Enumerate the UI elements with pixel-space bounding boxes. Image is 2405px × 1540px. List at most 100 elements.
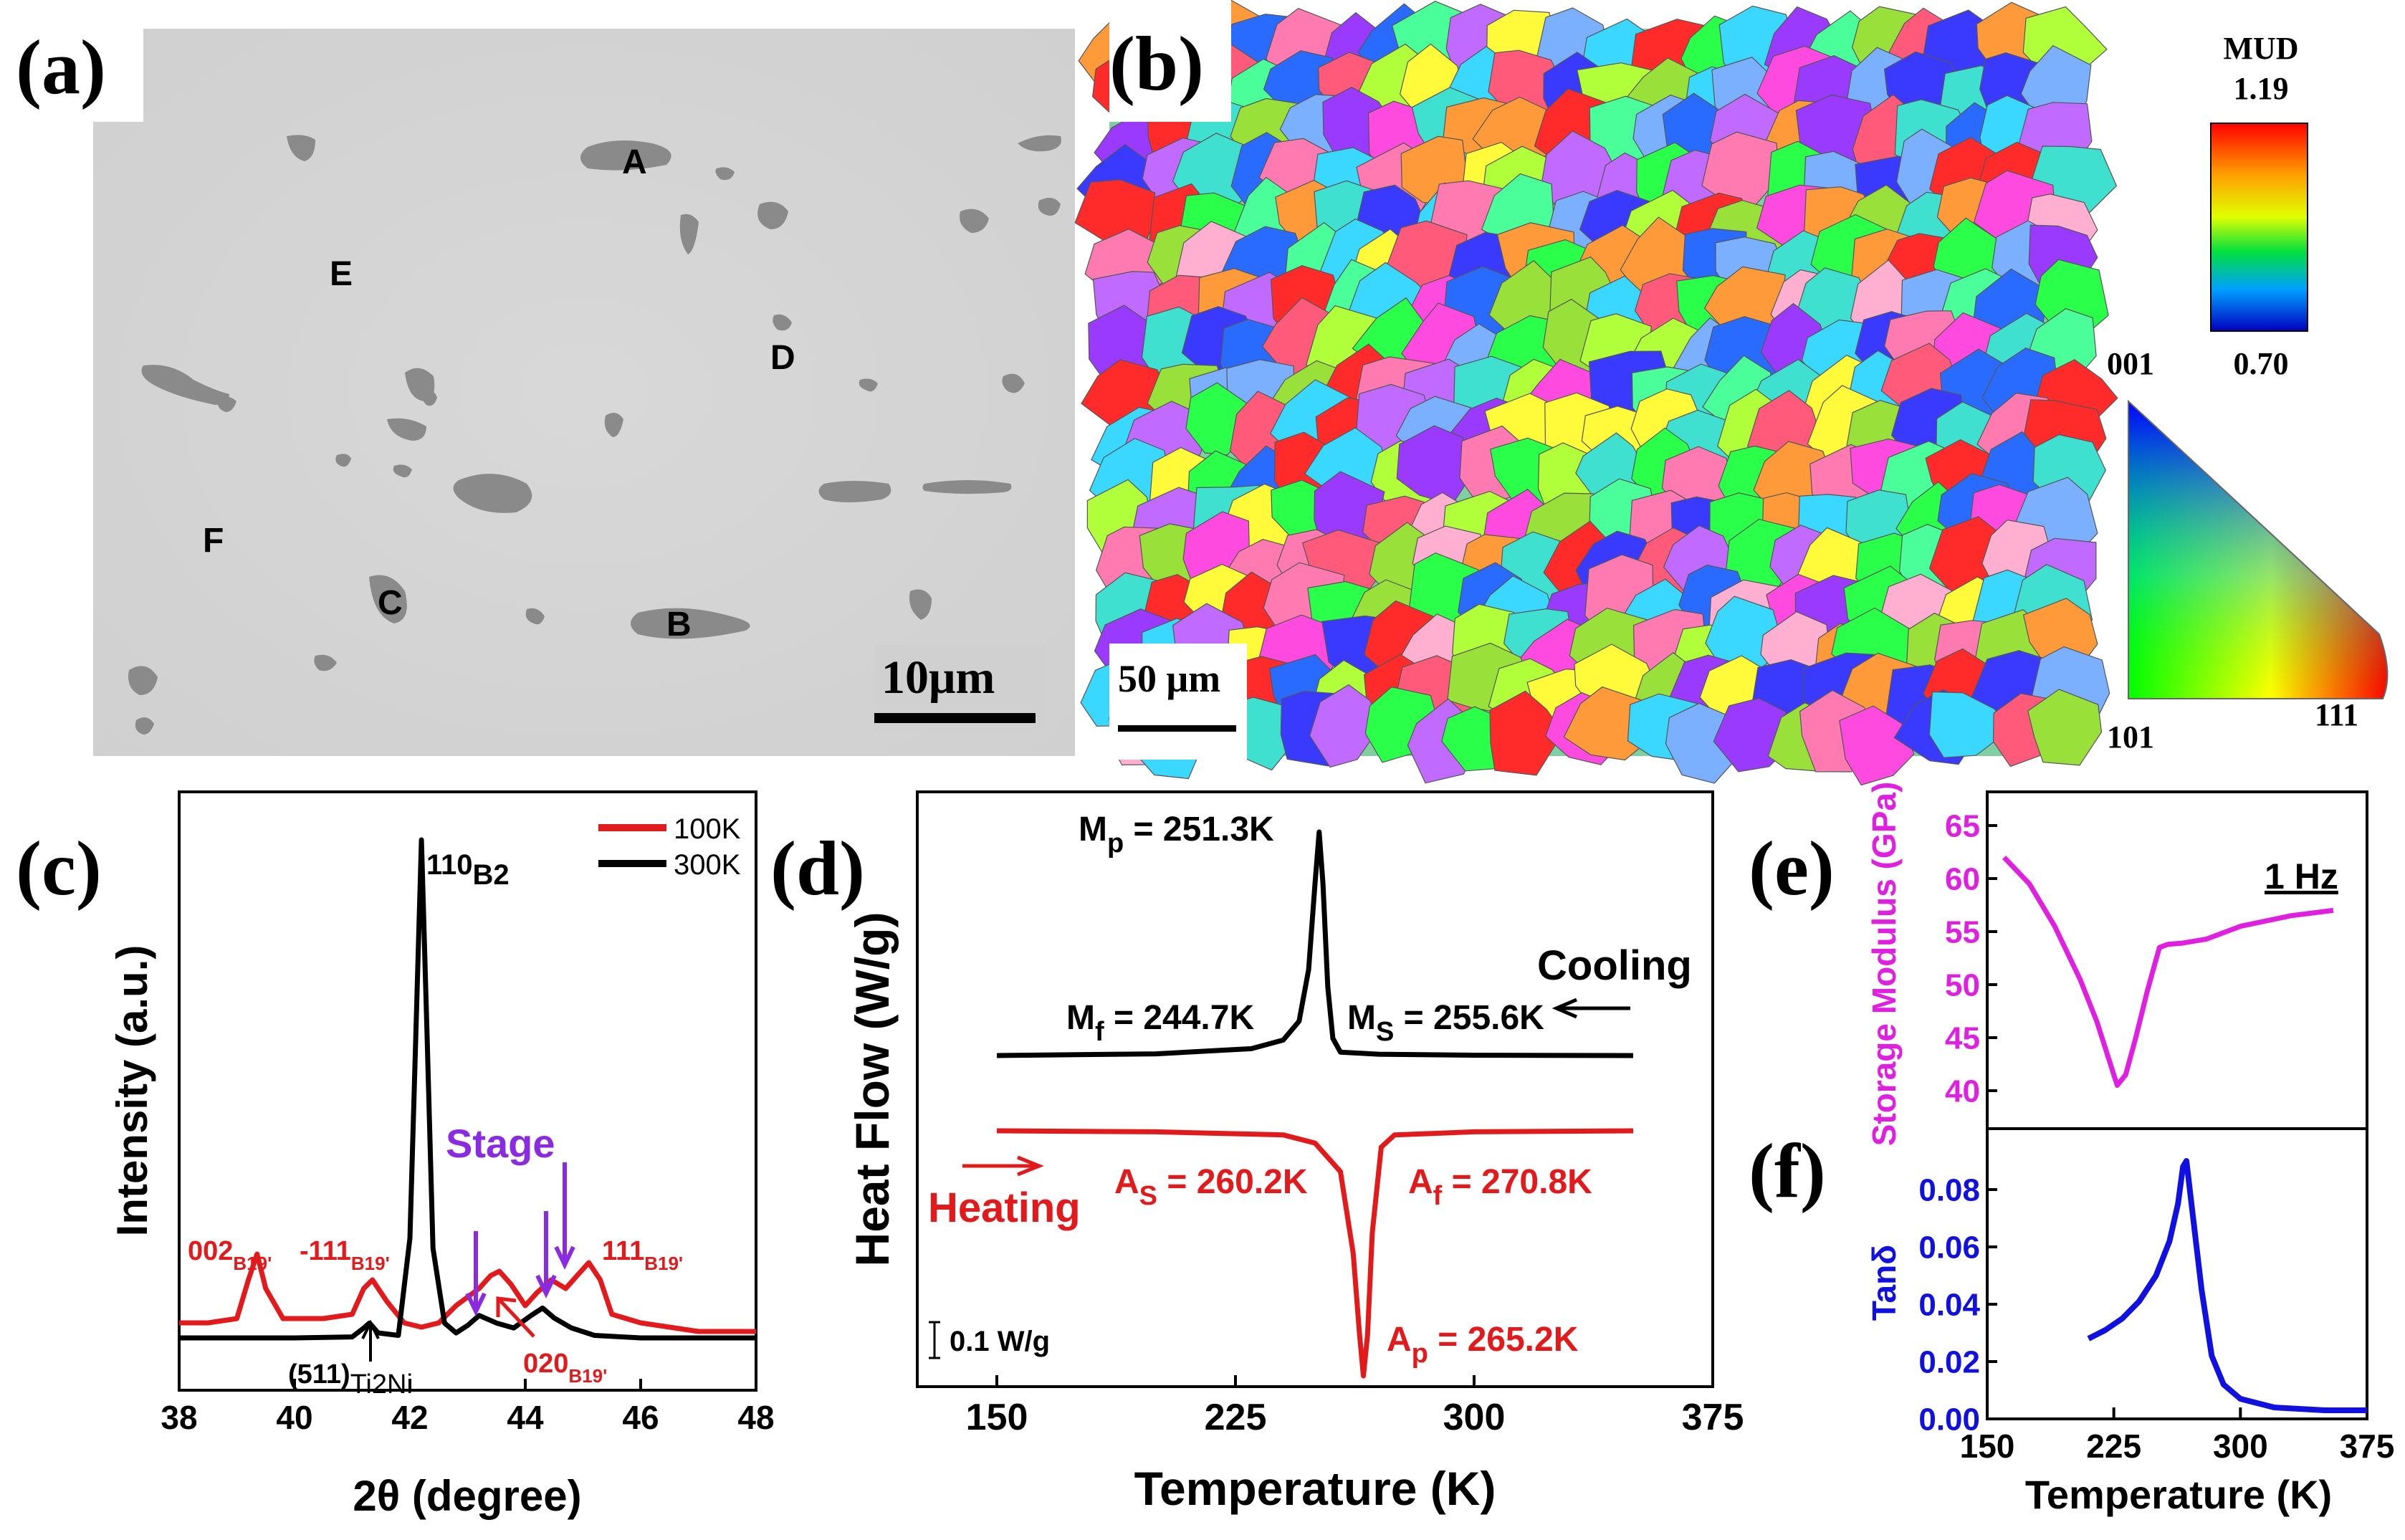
panel-d-dsc: (d) 150 225 300 375 Temperature (K) Heat Fl… [770,790,1744,1515]
peak-511-label: (511)Ti2Ni [288,1359,413,1400]
x-tick-label: 375 [2340,1427,2395,1465]
y-tick-label: 0.08 [1918,1172,1980,1207]
panel-label-b-bg [1109,0,1231,122]
x-tick-label: 40 [276,1399,312,1436]
region-label-f: F [203,522,224,560]
peak-020-arrow [496,1296,535,1338]
peak-111-label: 111B19' [602,1236,683,1274]
y-tick-label: 50 [1945,967,1980,1003]
y-tick-label: 0.00 [1918,1402,1980,1437]
mp-label: Mp = 251.3K [1079,810,1274,859]
dsc-xlabel: Temperature (K) [1134,1462,1496,1515]
y-tick-label: 0.04 [1918,1287,1980,1322]
scale-label-d: 0.1 W/g [950,1326,1050,1357]
ebsd-grain [2027,689,2103,766]
scalebar-label-b: 50 μm [1118,657,1220,700]
panel-label-a: (a) [16,25,106,110]
x-tick-label: 150 [966,1397,1028,1438]
xrd-ylabel: Intensity (a.u.) [108,945,156,1237]
legend-label-300k: 300K [674,849,741,881]
tan-axes [1986,1127,2368,1420]
modulus-axes [1986,790,2368,1130]
series-line-100k [179,1251,756,1334]
y-tick-label: 55 [1945,914,1980,950]
panel-label-f: (f) [1749,1129,1826,1214]
ipf-label-111: 111 [2315,697,2358,732]
cooling-label: Cooling [1537,942,1692,989]
stage-label: Stage [446,1121,555,1166]
panel-label-a-bg [0,0,143,122]
ap-label: Ap = 265.2K [1387,1321,1579,1369]
region-label-a: A [622,143,647,181]
region-label-d: D [770,339,795,377]
y-tick-label: 45 [1945,1020,1980,1056]
x-tick-label: 375 [1682,1397,1744,1438]
tan-ylabel: Tanδ [1865,1245,1903,1321]
mf-label: Mf = 244.7K [1066,999,1254,1047]
region-label-b: B [666,606,692,644]
dma-x-ticks: 150 225 300 375 [1960,1407,2395,1465]
x-tick-label: 225 [2086,1427,2141,1465]
series-line-cooling [996,829,1634,1058]
x-tick-label: 46 [622,1399,659,1436]
y-tick-label: 0.06 [1918,1230,1980,1265]
ebsd-grain [1309,684,1382,768]
freq-label: 1 Hz [2265,856,2338,896]
y-tick-label: 65 [1945,808,1980,843]
legend-label-100k: 100K [674,813,741,845]
ebsd-grain [1928,691,2012,758]
ms-label: MS = 255.6K [1347,999,1544,1047]
ebsd-grain [1839,705,1915,786]
af-label: Af = 270.8K [1408,1163,1592,1211]
x-tick-label: 225 [1205,1397,1267,1438]
mud-min: 0.70 [2234,346,2289,381]
region-label-e: E [330,255,353,293]
dsc-ylabel: Heat Flow (W/g) [846,912,899,1267]
scale-bar-d [929,1321,940,1359]
xrd-axes [178,790,757,1392]
modulus-series [2002,855,2334,1089]
ebsd-grain [1563,686,1649,761]
xrd-x-ticks: 38 40 42 44 46 48 [161,1379,775,1436]
peak-m111-label: -111B19' [300,1236,390,1274]
peak-020-label: 020B19' [523,1349,607,1387]
x-tick-label: 38 [161,1399,197,1436]
dsc-series [996,829,1634,1379]
series-line-heating [996,1128,1634,1379]
cooling-arrow [1551,998,1630,1019]
xrd-arrows [361,1162,575,1362]
x-tick-label: 42 [391,1399,428,1436]
sem-background [93,29,1075,756]
series-line-modulus [2002,855,2334,1089]
tan-series [2087,1158,2367,1413]
panel-label-b: (b) [1109,21,1204,107]
scalebar-b-bg [1109,644,1247,760]
peak-110-label: 110B2 [426,849,510,891]
y-tick-label: 0.02 [1918,1344,1980,1379]
scalebar-label-a: 10μm [881,651,995,704]
region-label-c: C [378,584,403,622]
xrd-annotations: 110B2 002B19' -111B19' 111B19' 020B19' (… [188,849,683,1400]
modulus-ylabel: Storage Modulus (GPa) [1865,782,1903,1147]
x-tick-label: 150 [1960,1427,2015,1465]
scalebar-b [1118,725,1236,732]
mud-max: 1.19 [2234,71,2289,106]
stage-arrow-1 [554,1162,575,1270]
sem-particles [128,135,1061,735]
dma-xlabel: Temperature (K) [2025,1472,2332,1517]
ipf-label-001: 001 [2107,346,2154,381]
panel-label-d: (d) [770,826,865,912]
x-tick-label: 300 [1443,1397,1506,1438]
panel-c-xrd: (c) 38 40 42 44 46 48 2θ (degree) Intensity (… [16,790,775,1520]
series-line-tan [2087,1158,2367,1413]
dsc-x-ticks: 150 225 300 375 [966,1375,1744,1438]
x-tick-label: 300 [2213,1427,2268,1465]
as-label: AS = 260.2K [1114,1163,1308,1211]
heating-arrow [962,1155,1044,1177]
stage-arrow-2 [465,1231,487,1316]
x-tick-label: 44 [507,1399,544,1436]
ipf-label-101: 101 [2107,719,2154,755]
x-tick-label: 48 [737,1399,774,1436]
